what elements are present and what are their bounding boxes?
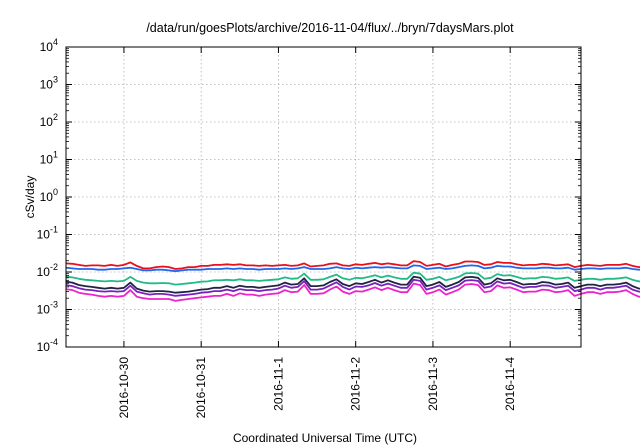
x-tick-label: 2016-11-3 — [426, 357, 440, 411]
x-axis-label: Coordinated Universal Time (UTC) — [233, 431, 417, 445]
x-tick-label: 2016-11-2 — [349, 357, 363, 411]
x-tick-labels: 2016-10-30 2016-10-31 2016-11-1 2016-11-2 20… — [117, 357, 517, 419]
y-tick-label: 10-1 — [37, 225, 58, 242]
y-tick-label: 102 — [40, 112, 58, 129]
x-tick-label: 2016-10-30 — [117, 357, 131, 419]
series-line — [65, 275, 640, 294]
y-tick-label: 104 — [40, 37, 58, 54]
y-tick-label: 10-4 — [37, 337, 58, 354]
series-line — [65, 278, 640, 297]
grid-lines — [66, 47, 581, 347]
y-tick-label: 10-3 — [37, 300, 58, 317]
y-tick-label: 103 — [40, 75, 58, 92]
series-line — [65, 264, 640, 273]
y-tick-label: 100 — [40, 187, 58, 204]
x-tick-label: 2016-10-31 — [194, 357, 208, 419]
chart-title: /data/run/goesPlots/archive/2016-11-04/f… — [146, 21, 514, 35]
series-line — [65, 282, 640, 302]
series-line — [65, 260, 640, 270]
series-group — [65, 260, 640, 302]
x-tick-label: 2016-11-1 — [271, 357, 285, 411]
series-line — [65, 271, 640, 286]
y-tick-label: 101 — [40, 150, 58, 167]
x-tick-label: 2016-11-4 — [503, 357, 517, 411]
axis-ticks — [66, 46, 581, 348]
y-tick-label: 10-2 — [37, 262, 58, 279]
y-axis-label: cSv/day — [23, 176, 37, 219]
y-tick-labels: 10-4 10-3 10-2 10-1 100 101 102 103 104 — [37, 37, 58, 354]
